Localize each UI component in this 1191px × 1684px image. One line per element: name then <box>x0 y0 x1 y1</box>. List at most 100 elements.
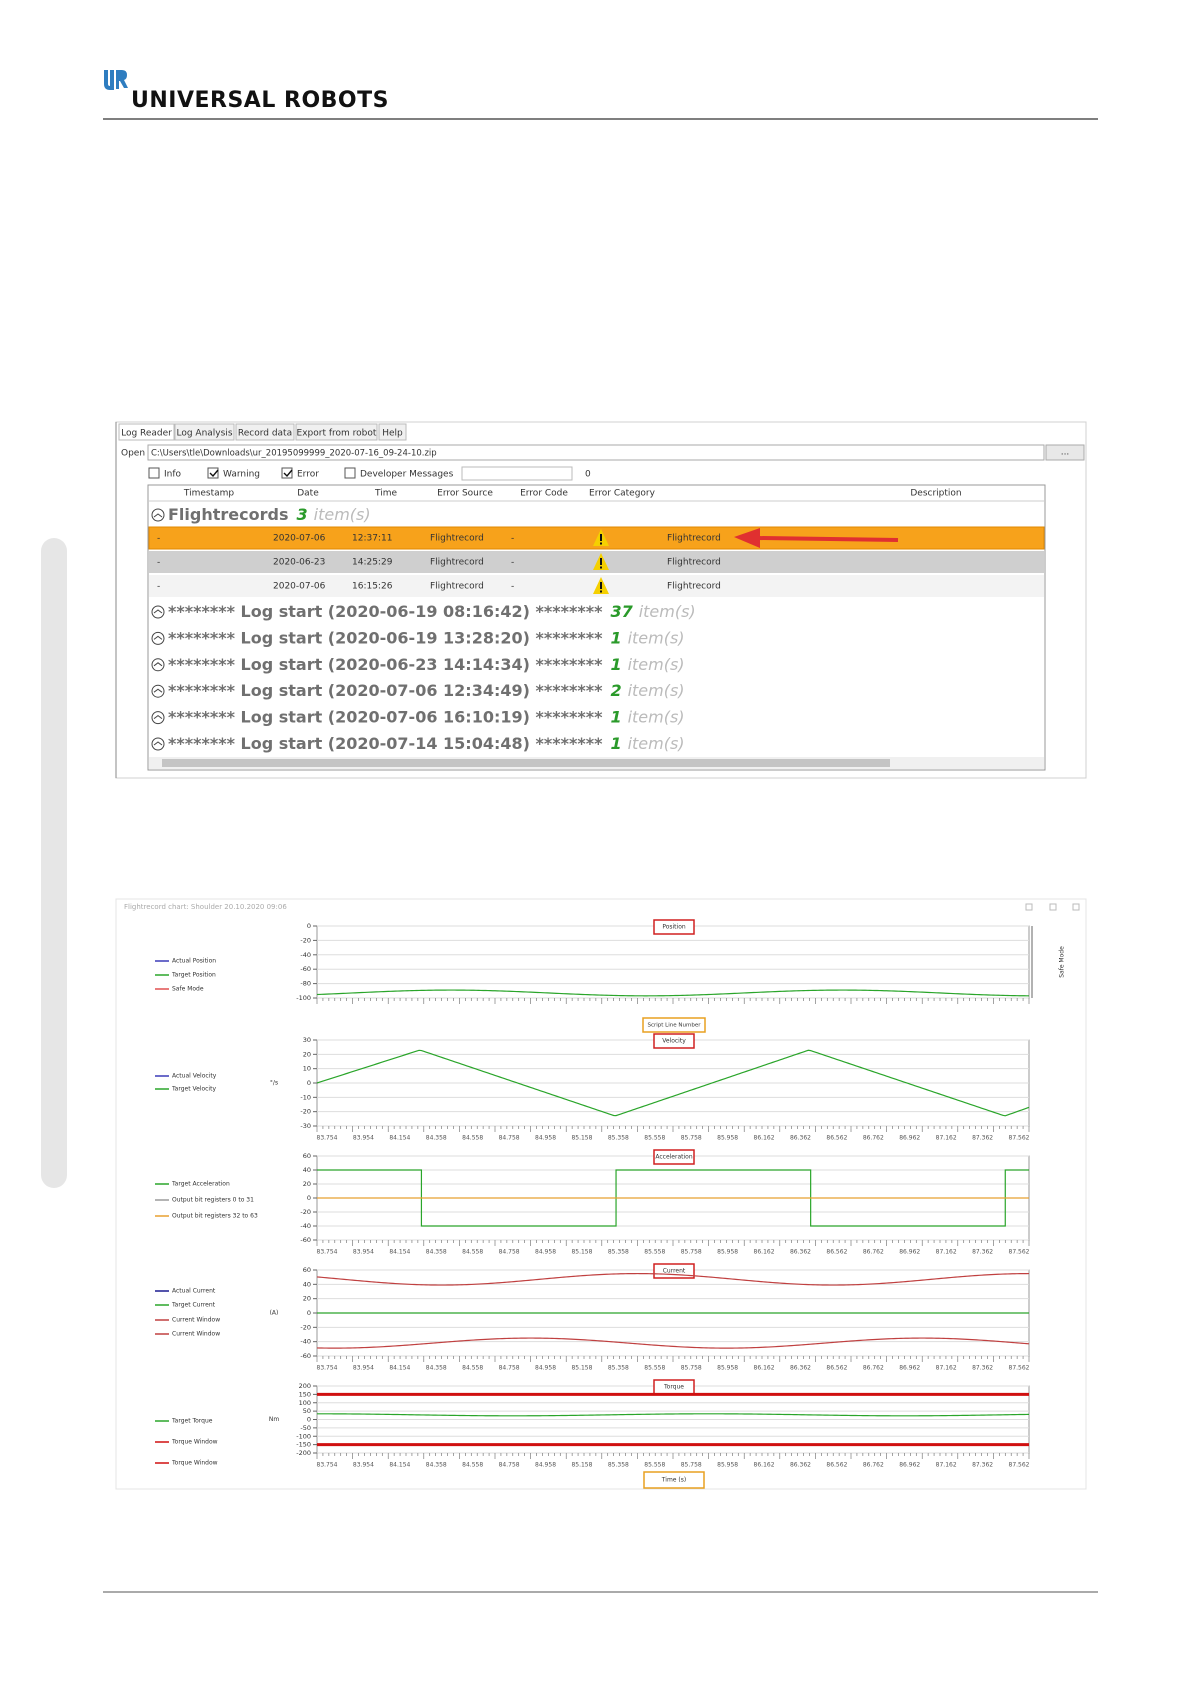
expand-icon[interactable] <box>151 684 165 698</box>
expand-icon[interactable] <box>151 711 165 725</box>
x-tick-label: 84.154 <box>389 1462 410 1469</box>
table-row[interactable] <box>149 551 1044 573</box>
x-tick-label: 86.762 <box>863 1462 884 1469</box>
chevron <box>153 513 163 518</box>
expand-icon[interactable] <box>151 508 165 522</box>
x-tick-label: 84.958 <box>535 1249 556 1256</box>
y-unit: (A) <box>270 1310 279 1317</box>
legend-label: Torque Window <box>171 1460 218 1467</box>
table-cell: 14:25:29 <box>352 558 393 568</box>
signal-curve <box>316 989 1030 997</box>
legend-label: Output bit registers 0 to 31 <box>172 1197 254 1204</box>
x-tick-label: 86.362 <box>790 1135 811 1142</box>
tab[interactable] <box>235 423 295 441</box>
y-tick-label: -200 <box>296 1449 311 1457</box>
y-tick-label: 0 <box>307 922 311 930</box>
brand: UNIVERSAL ROBOTS <box>131 88 389 113</box>
x-tick-label: 86.762 <box>863 1135 884 1142</box>
legend-label: Target Acceleration <box>171 1181 230 1188</box>
check-mark <box>283 469 293 478</box>
legend-label: Target Velocity <box>171 1086 216 1093</box>
y-tick-label: -60 <box>300 1352 311 1360</box>
x-tick-label: 85.958 <box>717 1249 738 1256</box>
table-cell: Flightrecord <box>430 534 484 544</box>
signal-curve <box>317 1413 1030 1417</box>
x-tick-label: 85.758 <box>681 1249 702 1256</box>
expand-icon[interactable] <box>151 737 165 751</box>
x-tick-label: 84.358 <box>426 1462 447 1469</box>
legend-label: Actual Current <box>172 1288 216 1295</box>
y-tick-label: -30 <box>300 1122 311 1130</box>
logo <box>104 70 128 90</box>
group-title: ******** Log start (2020-07-06 12:34:49)… <box>168 681 603 700</box>
x-tick-label: 86.762 <box>863 1365 884 1372</box>
checkbox[interactable] <box>344 467 356 479</box>
tab[interactable] <box>118 423 175 441</box>
tab[interactable] <box>295 423 378 441</box>
group-unit: item(s) <box>628 734 685 753</box>
y-tick-label: 50 <box>303 1407 311 1415</box>
tab[interactable] <box>378 423 407 441</box>
scrollbar-thumb[interactable] <box>162 759 890 767</box>
browse-button[interactable] <box>1045 444 1085 461</box>
y-tick-label: -60 <box>300 965 311 973</box>
x-tick-label: 86.962 <box>899 1135 920 1142</box>
filter-label: Developer Messages <box>360 470 454 480</box>
x-tick-label: 84.758 <box>499 1249 520 1256</box>
group-row: ******** Log start (2020-06-19 08:16:42)… <box>168 602 696 621</box>
checkbox[interactable] <box>148 467 160 479</box>
x-tick-label: 84.154 <box>389 1365 410 1372</box>
panel-title: Current <box>663 1268 686 1275</box>
x-tick-label: 84.558 <box>462 1135 483 1142</box>
y-tick-label: 60 <box>303 1266 311 1274</box>
x-tick-label: 84.958 <box>535 1365 556 1372</box>
table-cell: - <box>511 558 514 568</box>
x-tick-label: 86.162 <box>754 1462 775 1469</box>
x-tick-label: 85.958 <box>717 1462 738 1469</box>
group-title: ******** Log start (2020-06-23 14:14:34)… <box>168 654 603 673</box>
x-tick-label: 86.562 <box>826 1249 847 1256</box>
x-tick-label: 84.758 <box>499 1462 520 1469</box>
x-tick-label: 85.358 <box>608 1462 629 1469</box>
panel-title: Velocity <box>662 1038 686 1045</box>
expand-icon[interactable] <box>151 605 165 619</box>
signal-curve <box>316 1272 1030 1286</box>
x-tick-label: 87.362 <box>972 1249 993 1256</box>
chevron <box>153 741 163 746</box>
checkbox[interactable] <box>281 467 293 479</box>
tab-label: Log Analysis <box>176 429 232 439</box>
filter-label: Info <box>164 470 182 480</box>
checkbox[interactable] <box>207 467 219 479</box>
expand-icon[interactable] <box>151 658 165 672</box>
group-row: Flightrecords 3 item(s) <box>168 505 371 524</box>
open-label: Open <box>121 449 145 459</box>
window-button <box>1072 903 1080 911</box>
x-tick-label: 86.562 <box>826 1135 847 1142</box>
group-unit: item(s) <box>628 707 685 726</box>
x-tick-label: 85.358 <box>608 1365 629 1372</box>
warning-bang <box>600 558 602 565</box>
group-unit: item(s) <box>639 602 696 621</box>
x-tick-label: 87.162 <box>936 1462 957 1469</box>
path: C:\Users\tle\Downloads\ur_20195099999_20… <box>151 449 437 459</box>
y-tick-label: -100 <box>296 994 311 1002</box>
legend-label: Output bit registers 32 to 63 <box>172 1213 258 1220</box>
y-tick-label: 40 <box>303 1166 311 1174</box>
tab[interactable] <box>174 423 235 441</box>
group-title: ******** Log start (2020-07-14 15:04:48)… <box>168 734 603 753</box>
table-row[interactable] <box>148 526 1045 550</box>
group-count: 1 <box>610 628 621 647</box>
group-count: 1 <box>610 707 621 726</box>
expand-icon[interactable] <box>151 631 165 645</box>
logo-mark <box>116 70 128 89</box>
y-tick-label: -100 <box>296 1432 311 1440</box>
group-row: ******** Log start (2020-06-19 13:28:20)… <box>168 628 685 647</box>
y-tick-label: -40 <box>300 951 311 959</box>
x-tick-label: 87.362 <box>972 1462 993 1469</box>
table-row[interactable] <box>149 575 1044 597</box>
plot-area <box>316 925 1030 999</box>
x-tick-label: 83.954 <box>353 1249 374 1256</box>
group-title: Flightrecords <box>168 505 288 524</box>
y-tick-label: 0 <box>307 1416 311 1424</box>
y-tick-label: -150 <box>296 1441 311 1449</box>
